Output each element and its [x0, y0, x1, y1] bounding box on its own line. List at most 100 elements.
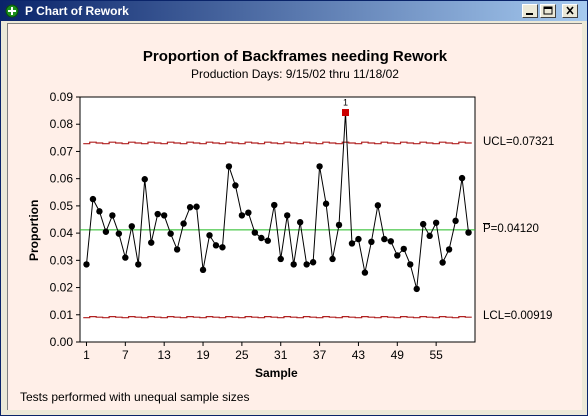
plot-frame [79, 96, 476, 343]
flagged-point-label: 1 [343, 98, 348, 108]
data-point [368, 238, 375, 246]
p-bar-overline [483, 222, 490, 224]
data-point [89, 195, 97, 203]
data-point [212, 242, 220, 249]
data-point [109, 212, 116, 219]
data-point [180, 220, 187, 227]
data-point [303, 261, 310, 268]
flagged-data-point [341, 109, 349, 117]
data-point [290, 261, 297, 268]
lcl-line [83, 316, 472, 319]
close-icon [566, 6, 574, 15]
y-tick-label: 0.01 [50, 308, 74, 322]
data-point [199, 266, 207, 274]
lcl-label: LCL=0.00919 [483, 309, 553, 322]
data-point [316, 163, 323, 170]
title-bar[interactable]: P Chart of Rework [1, 1, 587, 21]
x-tick-label: 7 [122, 348, 129, 362]
y-tick-label: 0.00 [50, 335, 74, 349]
data-point [284, 212, 291, 219]
data-point [465, 229, 472, 236]
data-point [452, 217, 459, 225]
data-point [407, 261, 414, 268]
data-point [309, 259, 317, 266]
data-point [102, 228, 110, 235]
data-point [439, 259, 446, 266]
data-point [115, 230, 123, 237]
data-point [238, 212, 246, 219]
maximize-button[interactable] [540, 4, 556, 18]
y-axis-label: Proportion [27, 199, 41, 261]
x-tick-label: 31 [274, 348, 288, 362]
window-title: P Chart of Rework [25, 4, 129, 18]
center-line-label-text: P=0.04120 [483, 222, 539, 235]
y-tick-label: 0.03 [50, 253, 74, 267]
minimize-button[interactable] [522, 4, 538, 18]
data-point [413, 285, 420, 293]
data-point [135, 261, 142, 268]
y-tick-label: 0.07 [50, 144, 74, 158]
y-tick-label: 0.02 [50, 281, 74, 295]
data-point [329, 255, 336, 263]
data-point [83, 261, 90, 268]
x-tick-label: 1 [83, 348, 90, 362]
data-point [400, 245, 407, 253]
x-tick-label: 37 [313, 348, 327, 362]
minitab-graph-icon [5, 4, 19, 18]
chart-subtitle: Production Days: 9/15/02 thru 11/18/02 [191, 67, 399, 81]
ucl-label: UCL=0.07321 [483, 135, 555, 148]
chart-client-area: Proportion of Backframes needing Rework … [7, 23, 582, 410]
maximize-icon [543, 6, 553, 15]
data-point [193, 203, 200, 210]
data-point [122, 254, 129, 261]
data-point [348, 240, 356, 247]
data-point [206, 232, 213, 239]
data-point [432, 219, 440, 226]
chart-title: Proportion of Backframes needing Rework [142, 48, 448, 65]
x-tick-label: 55 [429, 348, 443, 362]
x-tick-label: 13 [158, 348, 172, 362]
x-axis-label: Sample [255, 366, 298, 380]
close-button[interactable] [562, 4, 578, 18]
data-point [271, 201, 278, 209]
data-point [394, 252, 401, 259]
data-point [355, 235, 362, 243]
data-point [245, 209, 252, 216]
minimize-icon [526, 13, 533, 15]
data-point [154, 210, 161, 218]
data-point [258, 234, 265, 242]
data-point [381, 235, 388, 243]
data-point [219, 244, 226, 251]
data-point [458, 174, 466, 182]
x-tick-label: 43 [352, 348, 366, 362]
data-point [251, 229, 259, 236]
data-point [361, 269, 369, 276]
x-tick-label: 25 [235, 348, 249, 362]
data-point [128, 223, 136, 230]
y-tick-label: 0.09 [50, 90, 74, 104]
data-point [426, 232, 433, 240]
data-point [141, 176, 148, 183]
y-tick-label: 0.04 [50, 226, 74, 240]
y-tick-label: 0.06 [50, 172, 74, 186]
y-tick-label: 0.05 [50, 199, 74, 213]
data-point [232, 182, 239, 189]
p-chart-plot: 0.00 0.01 0.02 0.03 0.04 0.05 0.06 0.07 0.08 0.09… [50, 90, 476, 362]
data-point [148, 239, 155, 246]
x-tick-label: 19 [196, 348, 210, 362]
data-point [335, 221, 343, 229]
data-point [167, 230, 174, 237]
data-point [96, 208, 103, 215]
data-point [322, 200, 330, 207]
x-tick-label: 49 [391, 348, 405, 362]
data-point [186, 204, 194, 211]
data-point [225, 163, 233, 170]
center-line-label: P=0.04120 [483, 222, 539, 235]
data-point [264, 237, 271, 244]
data-point [374, 202, 382, 209]
ucl-line [83, 141, 472, 145]
data-point [296, 219, 304, 226]
footnote: Tests performed with unequal sample size… [20, 390, 250, 404]
data-point [277, 255, 284, 263]
